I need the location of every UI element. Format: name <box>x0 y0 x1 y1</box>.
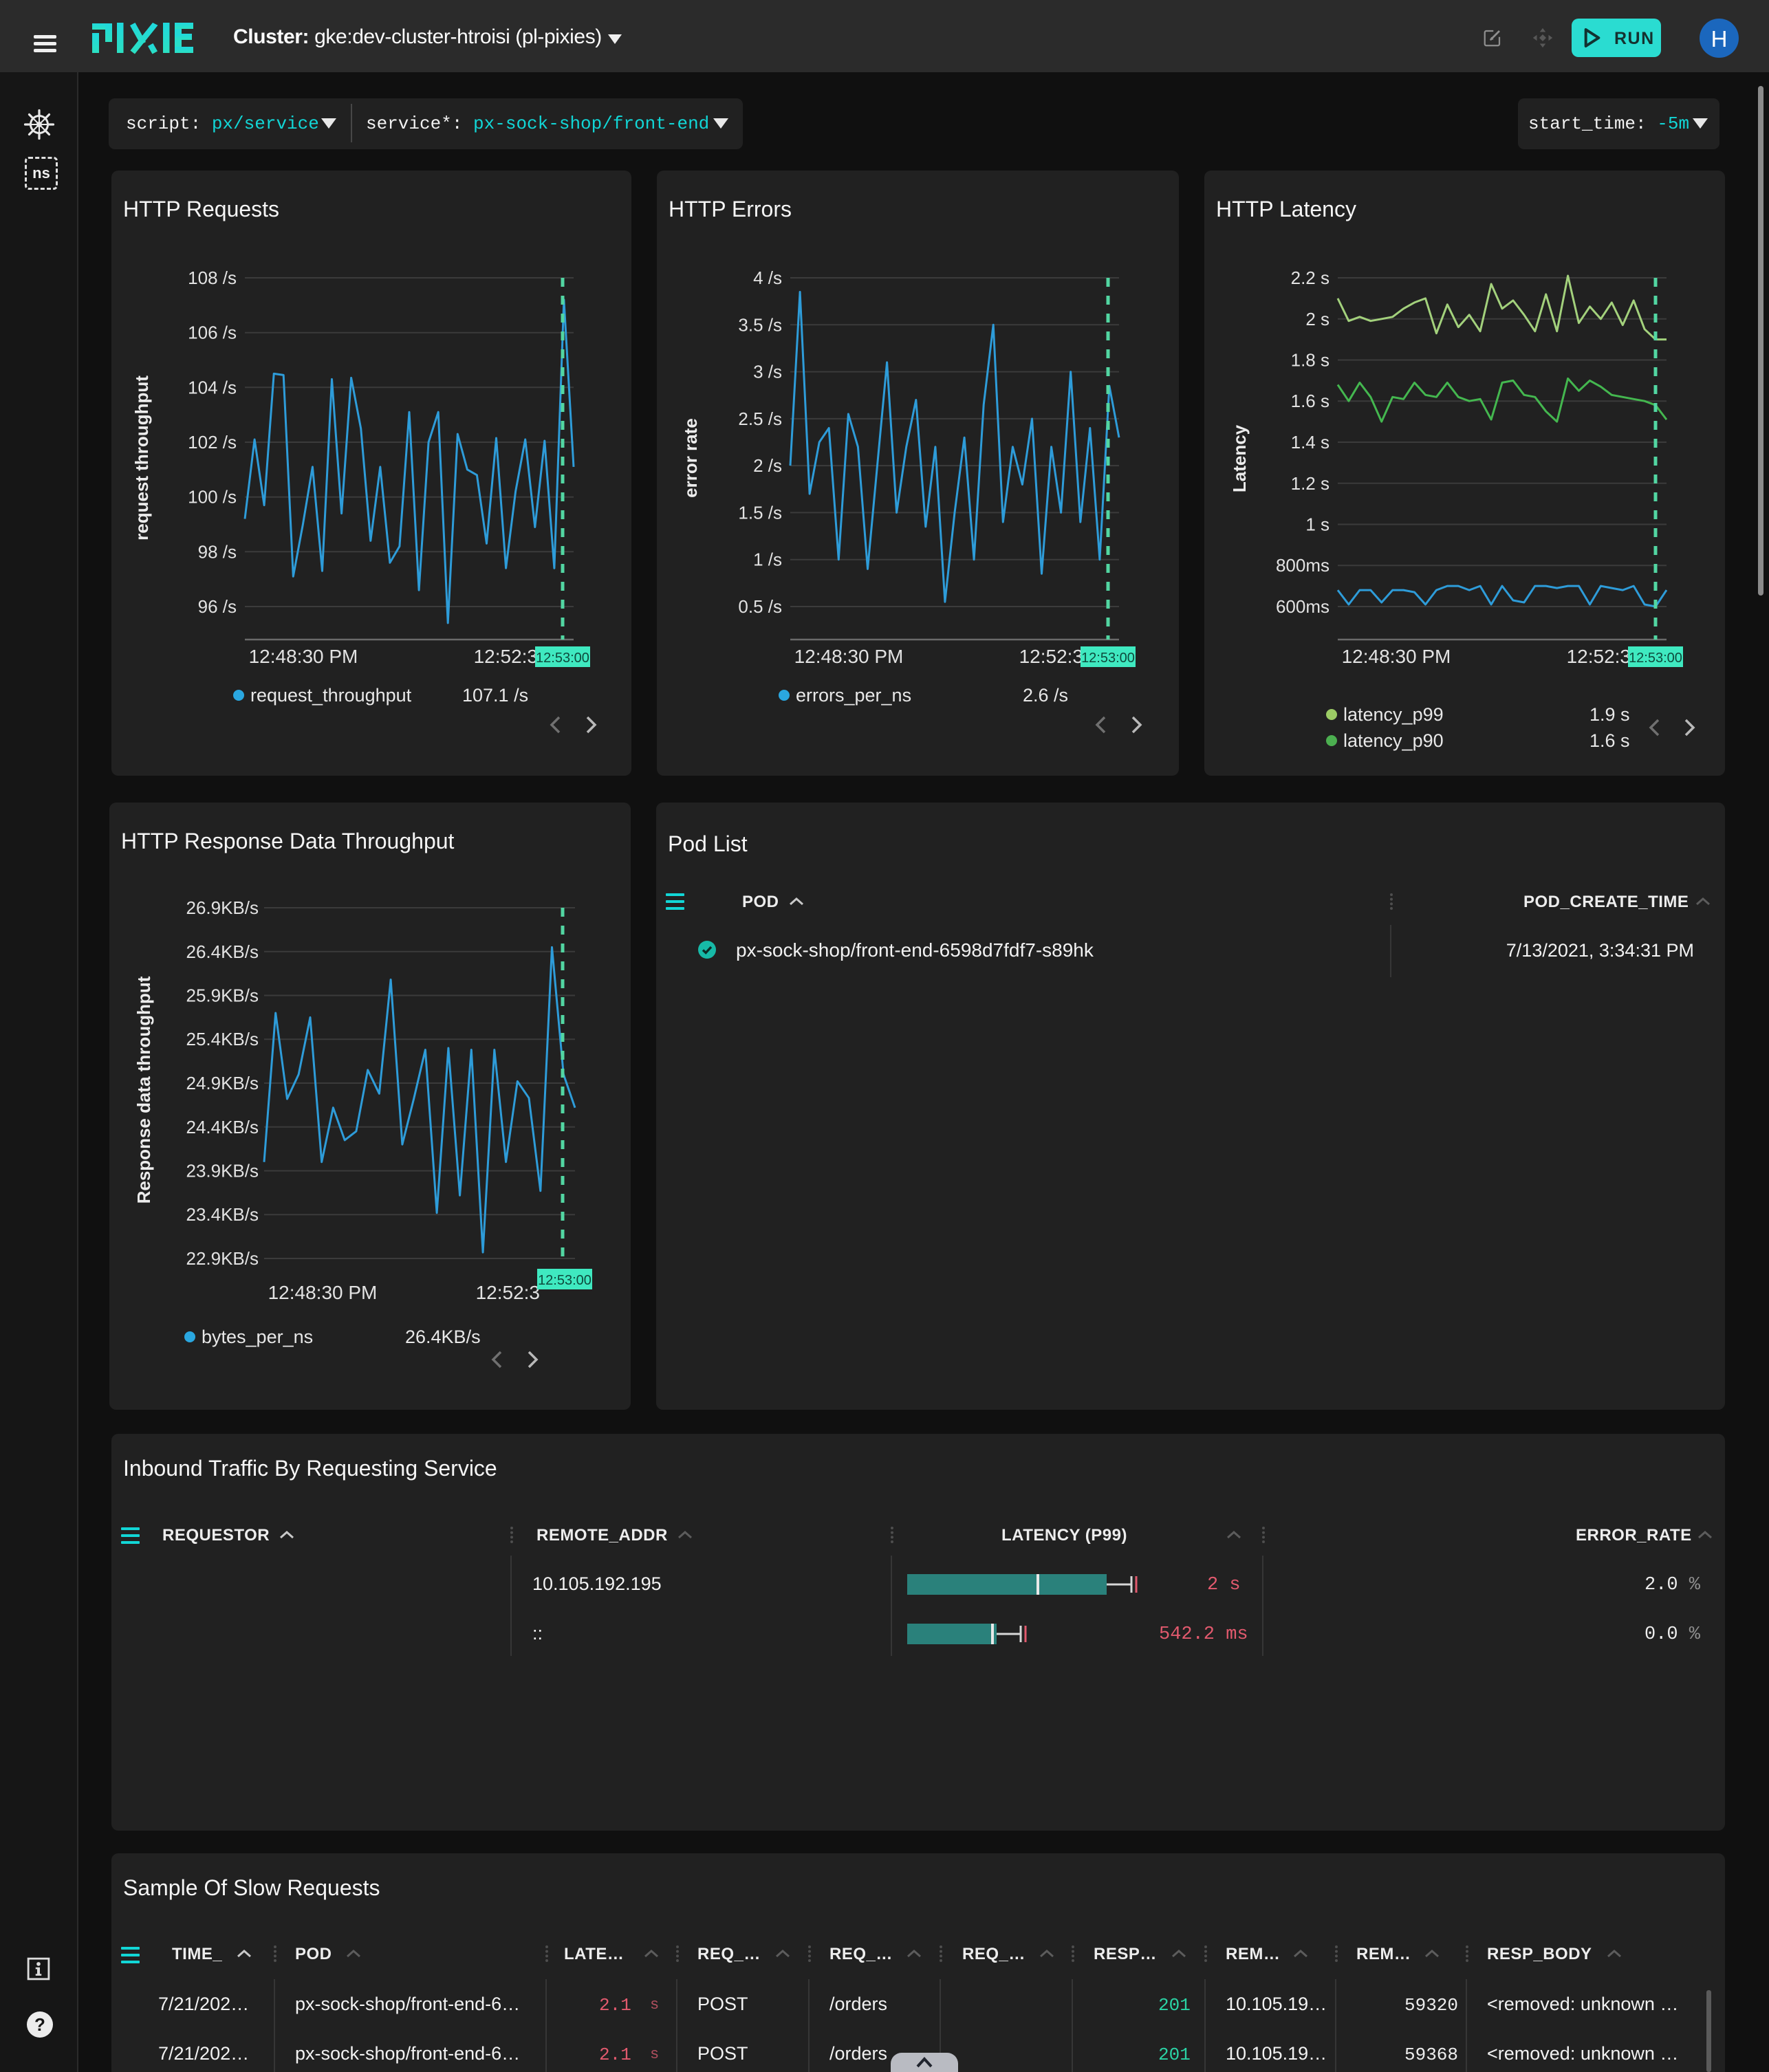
svg-text:request_throughput: request_throughput <box>250 685 412 706</box>
svg-text:2.5 /s: 2.5 /s <box>738 408 782 429</box>
svg-text:1.8 s: 1.8 s <box>1291 350 1330 371</box>
svg-text:12:48:30 PM: 12:48:30 PM <box>794 646 904 667</box>
svg-text:12:53:00: 12:53:00 <box>536 651 589 666</box>
svg-text:2 s: 2 s <box>1305 309 1330 329</box>
svg-text:26.9KB/s: 26.9KB/s <box>186 897 259 918</box>
svg-text:0.5 /s: 0.5 /s <box>738 596 782 617</box>
svg-text:1.9 s: 1.9 s <box>1589 704 1630 725</box>
svg-text:12:53:00: 12:53:00 <box>1081 651 1135 666</box>
svg-text:request throughput: request throughput <box>131 375 152 541</box>
svg-text:Response data throughput: Response data throughput <box>133 976 154 1203</box>
svg-text:3.5 /s: 3.5 /s <box>738 314 782 335</box>
svg-text:800ms: 800ms <box>1276 555 1330 576</box>
svg-text:1 /s: 1 /s <box>753 549 782 570</box>
svg-text:22.9KB/s: 22.9KB/s <box>186 1248 259 1269</box>
svg-text:106 /s: 106 /s <box>188 323 237 343</box>
svg-text:23.4KB/s: 23.4KB/s <box>186 1204 259 1225</box>
svg-text:2 /s: 2 /s <box>753 455 782 476</box>
svg-text:4 /s: 4 /s <box>753 268 782 288</box>
svg-text:error rate: error rate <box>680 418 701 498</box>
svg-text:Latency: Latency <box>1229 424 1250 492</box>
svg-text:1.6 s: 1.6 s <box>1589 730 1630 751</box>
svg-text:1.2 s: 1.2 s <box>1291 473 1330 494</box>
svg-text:98 /s: 98 /s <box>198 541 237 562</box>
svg-text:23.9KB/s: 23.9KB/s <box>186 1161 259 1181</box>
svg-text:12:48:30 PM: 12:48:30 PM <box>268 1282 378 1303</box>
svg-text:latency_p99: latency_p99 <box>1343 704 1444 725</box>
svg-text:1.4 s: 1.4 s <box>1291 432 1330 452</box>
svg-text:12:48:30 PM: 12:48:30 PM <box>1342 646 1451 667</box>
svg-text:1.6 s: 1.6 s <box>1291 391 1330 411</box>
svg-text:600ms: 600ms <box>1276 596 1330 617</box>
svg-text:12:52:3: 12:52:3 <box>476 1282 540 1303</box>
svg-text:3 /s: 3 /s <box>753 362 782 382</box>
svg-text:96 /s: 96 /s <box>198 596 237 617</box>
svg-text:12:52:3: 12:52:3 <box>1019 646 1083 667</box>
svg-text:latency_p90: latency_p90 <box>1343 730 1444 751</box>
svg-text:12:52:3: 12:52:3 <box>474 646 538 667</box>
svg-text:2.2 s: 2.2 s <box>1291 268 1330 288</box>
svg-text:108 /s: 108 /s <box>188 268 237 288</box>
svg-text:107.1 /s: 107.1 /s <box>462 685 528 706</box>
svg-text:1.5 /s: 1.5 /s <box>738 502 782 523</box>
svg-text:24.9KB/s: 24.9KB/s <box>186 1073 259 1093</box>
svg-text:26.4KB/s: 26.4KB/s <box>405 1327 481 1347</box>
svg-text:25.4KB/s: 25.4KB/s <box>186 1029 259 1049</box>
svg-text:100 /s: 100 /s <box>188 487 237 508</box>
svg-text:HTTP Errors: HTTP Errors <box>669 197 792 221</box>
svg-text:104 /s: 104 /s <box>188 377 237 397</box>
svg-text:HTTP Response Data Throughput: HTTP Response Data Throughput <box>121 829 455 853</box>
svg-text:2.6 /s: 2.6 /s <box>1023 685 1068 706</box>
svg-text:12:53:00: 12:53:00 <box>538 1273 592 1288</box>
svg-text:errors_per_ns: errors_per_ns <box>796 685 911 706</box>
svg-text:26.4KB/s: 26.4KB/s <box>186 941 259 962</box>
svg-text:12:52:3: 12:52:3 <box>1567 646 1631 667</box>
svg-text:HTTP Latency: HTTP Latency <box>1216 197 1356 221</box>
svg-text:1 s: 1 s <box>1305 514 1330 535</box>
svg-text:HTTP Requests: HTTP Requests <box>123 197 279 221</box>
svg-text:25.9KB/s: 25.9KB/s <box>186 985 259 1006</box>
svg-text:bytes_per_ns: bytes_per_ns <box>202 1327 313 1347</box>
svg-text:12:53:00: 12:53:00 <box>1629 651 1682 666</box>
svg-text:24.4KB/s: 24.4KB/s <box>186 1117 259 1137</box>
svg-text:12:48:30 PM: 12:48:30 PM <box>249 646 358 667</box>
svg-text:102 /s: 102 /s <box>188 432 237 452</box>
